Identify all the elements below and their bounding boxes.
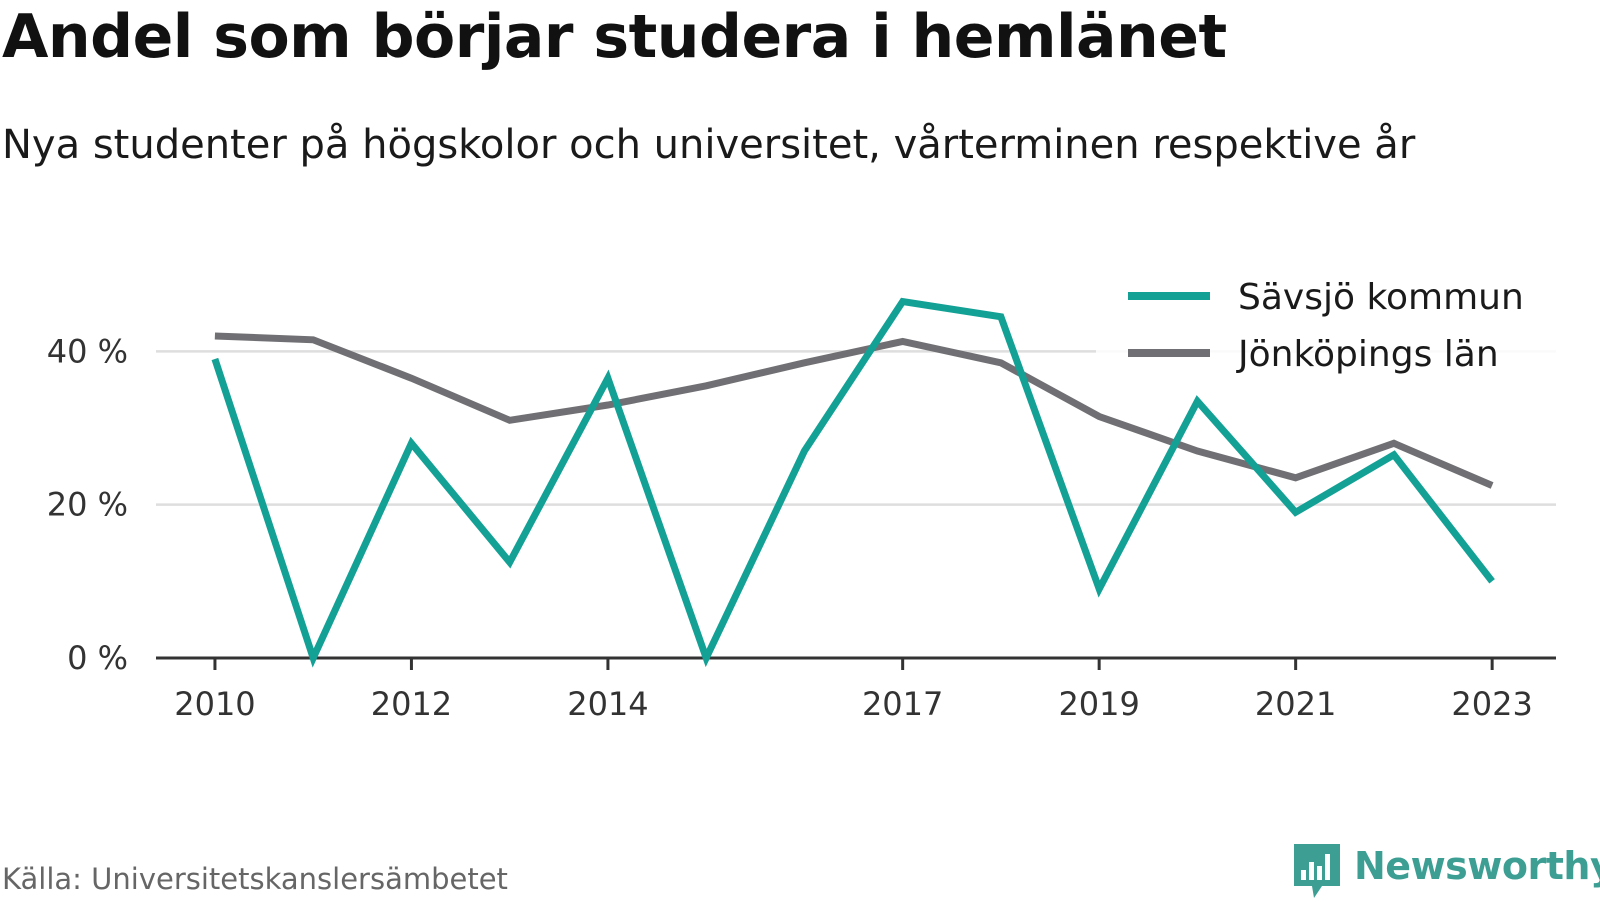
x-tick-label-2010: 2010 [174, 685, 255, 723]
x-axis: 2010 2012 2014 2017 2019 2021 2023 [156, 658, 1556, 723]
y-tick-label-40: 40 % [47, 332, 128, 370]
brand-name: Newsworthy [1354, 844, 1600, 888]
legend-label-0: Sävsjö kommun [1238, 277, 1524, 318]
source-note: Källa: Universitetskanslersämbetet [2, 862, 508, 896]
legend-label-1: Jönköpings län [1236, 334, 1499, 375]
y-tick-label-20: 20 % [47, 486, 128, 524]
y-tick-label-0: 0 % [67, 639, 128, 677]
brand-logo: Newsworthy [1292, 842, 1600, 902]
x-tick-label-2012: 2012 [371, 685, 452, 723]
newsworthy-logo-icon [1292, 842, 1342, 900]
x-tick-label-2017: 2017 [862, 685, 943, 723]
legend: Sävsjö kommun Jönköpings län [1096, 268, 1560, 388]
x-tick-label-2019: 2019 [1058, 685, 1139, 723]
x-tick-label-2023: 2023 [1451, 685, 1532, 723]
x-tick-label-2021: 2021 [1255, 685, 1336, 723]
x-tick-label-2014: 2014 [567, 685, 648, 723]
y-tick-labels: 0 % 20 % 40 % [47, 332, 128, 677]
